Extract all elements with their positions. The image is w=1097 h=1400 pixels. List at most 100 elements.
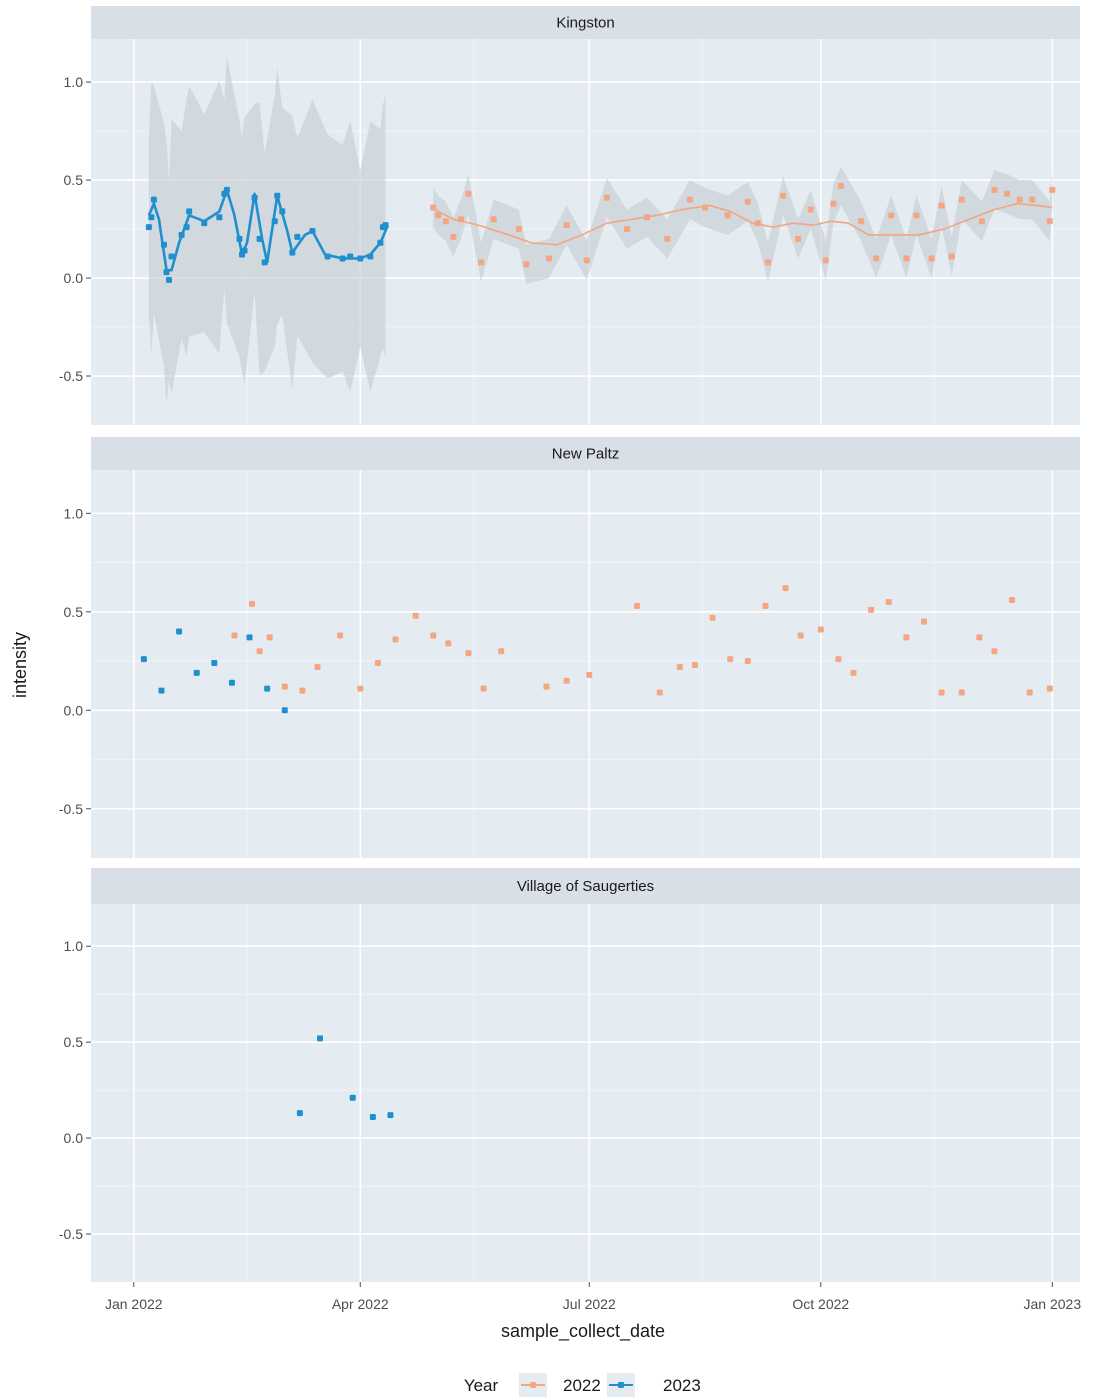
data-point	[347, 253, 354, 260]
data-point	[691, 661, 698, 668]
series-2023	[140, 628, 288, 714]
data-point	[145, 224, 152, 231]
data-point	[435, 212, 442, 219]
y-tick-label: -0.5	[59, 368, 83, 384]
data-point	[337, 632, 344, 639]
data-point	[216, 214, 223, 221]
data-point	[168, 253, 175, 260]
confidence-band	[433, 166, 1053, 284]
panel-title: Kingston	[556, 15, 614, 32]
series-2022-ribbon	[433, 166, 1053, 284]
data-point	[266, 634, 273, 641]
data-point	[764, 259, 771, 266]
data-point	[281, 707, 288, 714]
x-axis: Jan 2022 Apr 2022 Jul 2022 Oct 2022 Jan 2023	[105, 1282, 1081, 1312]
legend-key-point	[530, 1382, 536, 1388]
data-point	[166, 277, 173, 284]
data-point	[478, 259, 485, 266]
data-point	[724, 212, 731, 219]
data-point	[563, 677, 570, 684]
y-axis: 1.0 0.5 0.0 -0.5	[59, 938, 91, 1242]
data-point	[498, 648, 505, 655]
data-point	[445, 640, 452, 647]
legend-label: 2023	[663, 1376, 701, 1395]
data-point	[289, 249, 296, 256]
data-point	[744, 658, 751, 665]
data-point	[903, 255, 910, 262]
data-point	[256, 235, 263, 242]
data-point	[1009, 596, 1016, 603]
data-point	[686, 196, 693, 203]
y-tick-label: 0.0	[64, 1130, 84, 1146]
data-point	[296, 1110, 303, 1117]
data-point	[920, 618, 927, 625]
data-point	[382, 222, 389, 229]
series-2022	[430, 166, 1056, 284]
trend-line	[430, 202, 1053, 246]
data-point	[349, 1094, 356, 1101]
data-point	[664, 235, 671, 242]
legend-key-2022	[519, 1373, 547, 1397]
data-point	[873, 255, 880, 262]
data-point	[148, 214, 155, 221]
panel-village-of-saugerties: Village of Saugerties 1.0 0.5 0.0 -0.5	[59, 868, 1080, 1282]
data-point	[976, 634, 983, 641]
panel-title: New Paltz	[552, 446, 620, 463]
data-point	[299, 687, 306, 694]
data-point	[228, 679, 235, 686]
data-point	[850, 669, 857, 676]
panel-strip	[91, 437, 1080, 470]
data-point	[1004, 190, 1011, 197]
data-point	[822, 257, 829, 264]
data-point	[676, 663, 683, 670]
data-point	[193, 669, 200, 676]
data-point	[374, 660, 381, 667]
data-point	[281, 683, 288, 690]
data-point	[868, 606, 875, 613]
data-point	[1046, 685, 1053, 692]
data-point	[160, 241, 167, 248]
data-point	[656, 689, 663, 696]
data-point	[807, 206, 814, 213]
x-tick-label: Jul 2022	[563, 1296, 616, 1312]
data-point	[586, 671, 593, 678]
data-point	[261, 259, 268, 266]
data-point	[465, 650, 472, 657]
data-point	[377, 239, 384, 246]
data-point	[339, 255, 346, 262]
data-point	[938, 202, 945, 209]
y-tick-label: 0.0	[64, 702, 84, 718]
data-point	[367, 253, 374, 260]
data-point	[150, 196, 157, 203]
series-2023	[296, 1035, 394, 1120]
y-tick-label: 1.0	[64, 938, 84, 954]
y-tick-label: -0.5	[59, 801, 83, 817]
legend-key-2023	[607, 1373, 635, 1397]
data-point	[830, 200, 837, 207]
data-point	[450, 233, 457, 240]
x-tick-label: Oct 2022	[792, 1296, 849, 1312]
data-point	[948, 253, 955, 260]
data-point	[246, 634, 253, 641]
data-point	[523, 261, 530, 268]
panel-background	[91, 470, 1080, 858]
data-point	[913, 212, 920, 219]
data-point	[241, 247, 248, 254]
data-point	[309, 228, 316, 235]
data-point	[256, 648, 263, 655]
data-point	[795, 235, 802, 242]
data-point	[223, 186, 230, 193]
data-point	[271, 218, 278, 225]
data-point	[817, 626, 824, 633]
data-point	[294, 233, 301, 240]
data-point	[490, 216, 497, 223]
data-point	[634, 602, 641, 609]
data-point	[392, 636, 399, 643]
data-point	[369, 1113, 376, 1120]
panel-new-paltz: New Paltz 1.0 0.5 0.0 -0.5	[59, 437, 1080, 858]
data-point	[938, 689, 945, 696]
data-point	[465, 190, 472, 197]
series-2022	[231, 585, 1053, 696]
data-point	[357, 685, 364, 692]
data-point	[430, 204, 437, 211]
